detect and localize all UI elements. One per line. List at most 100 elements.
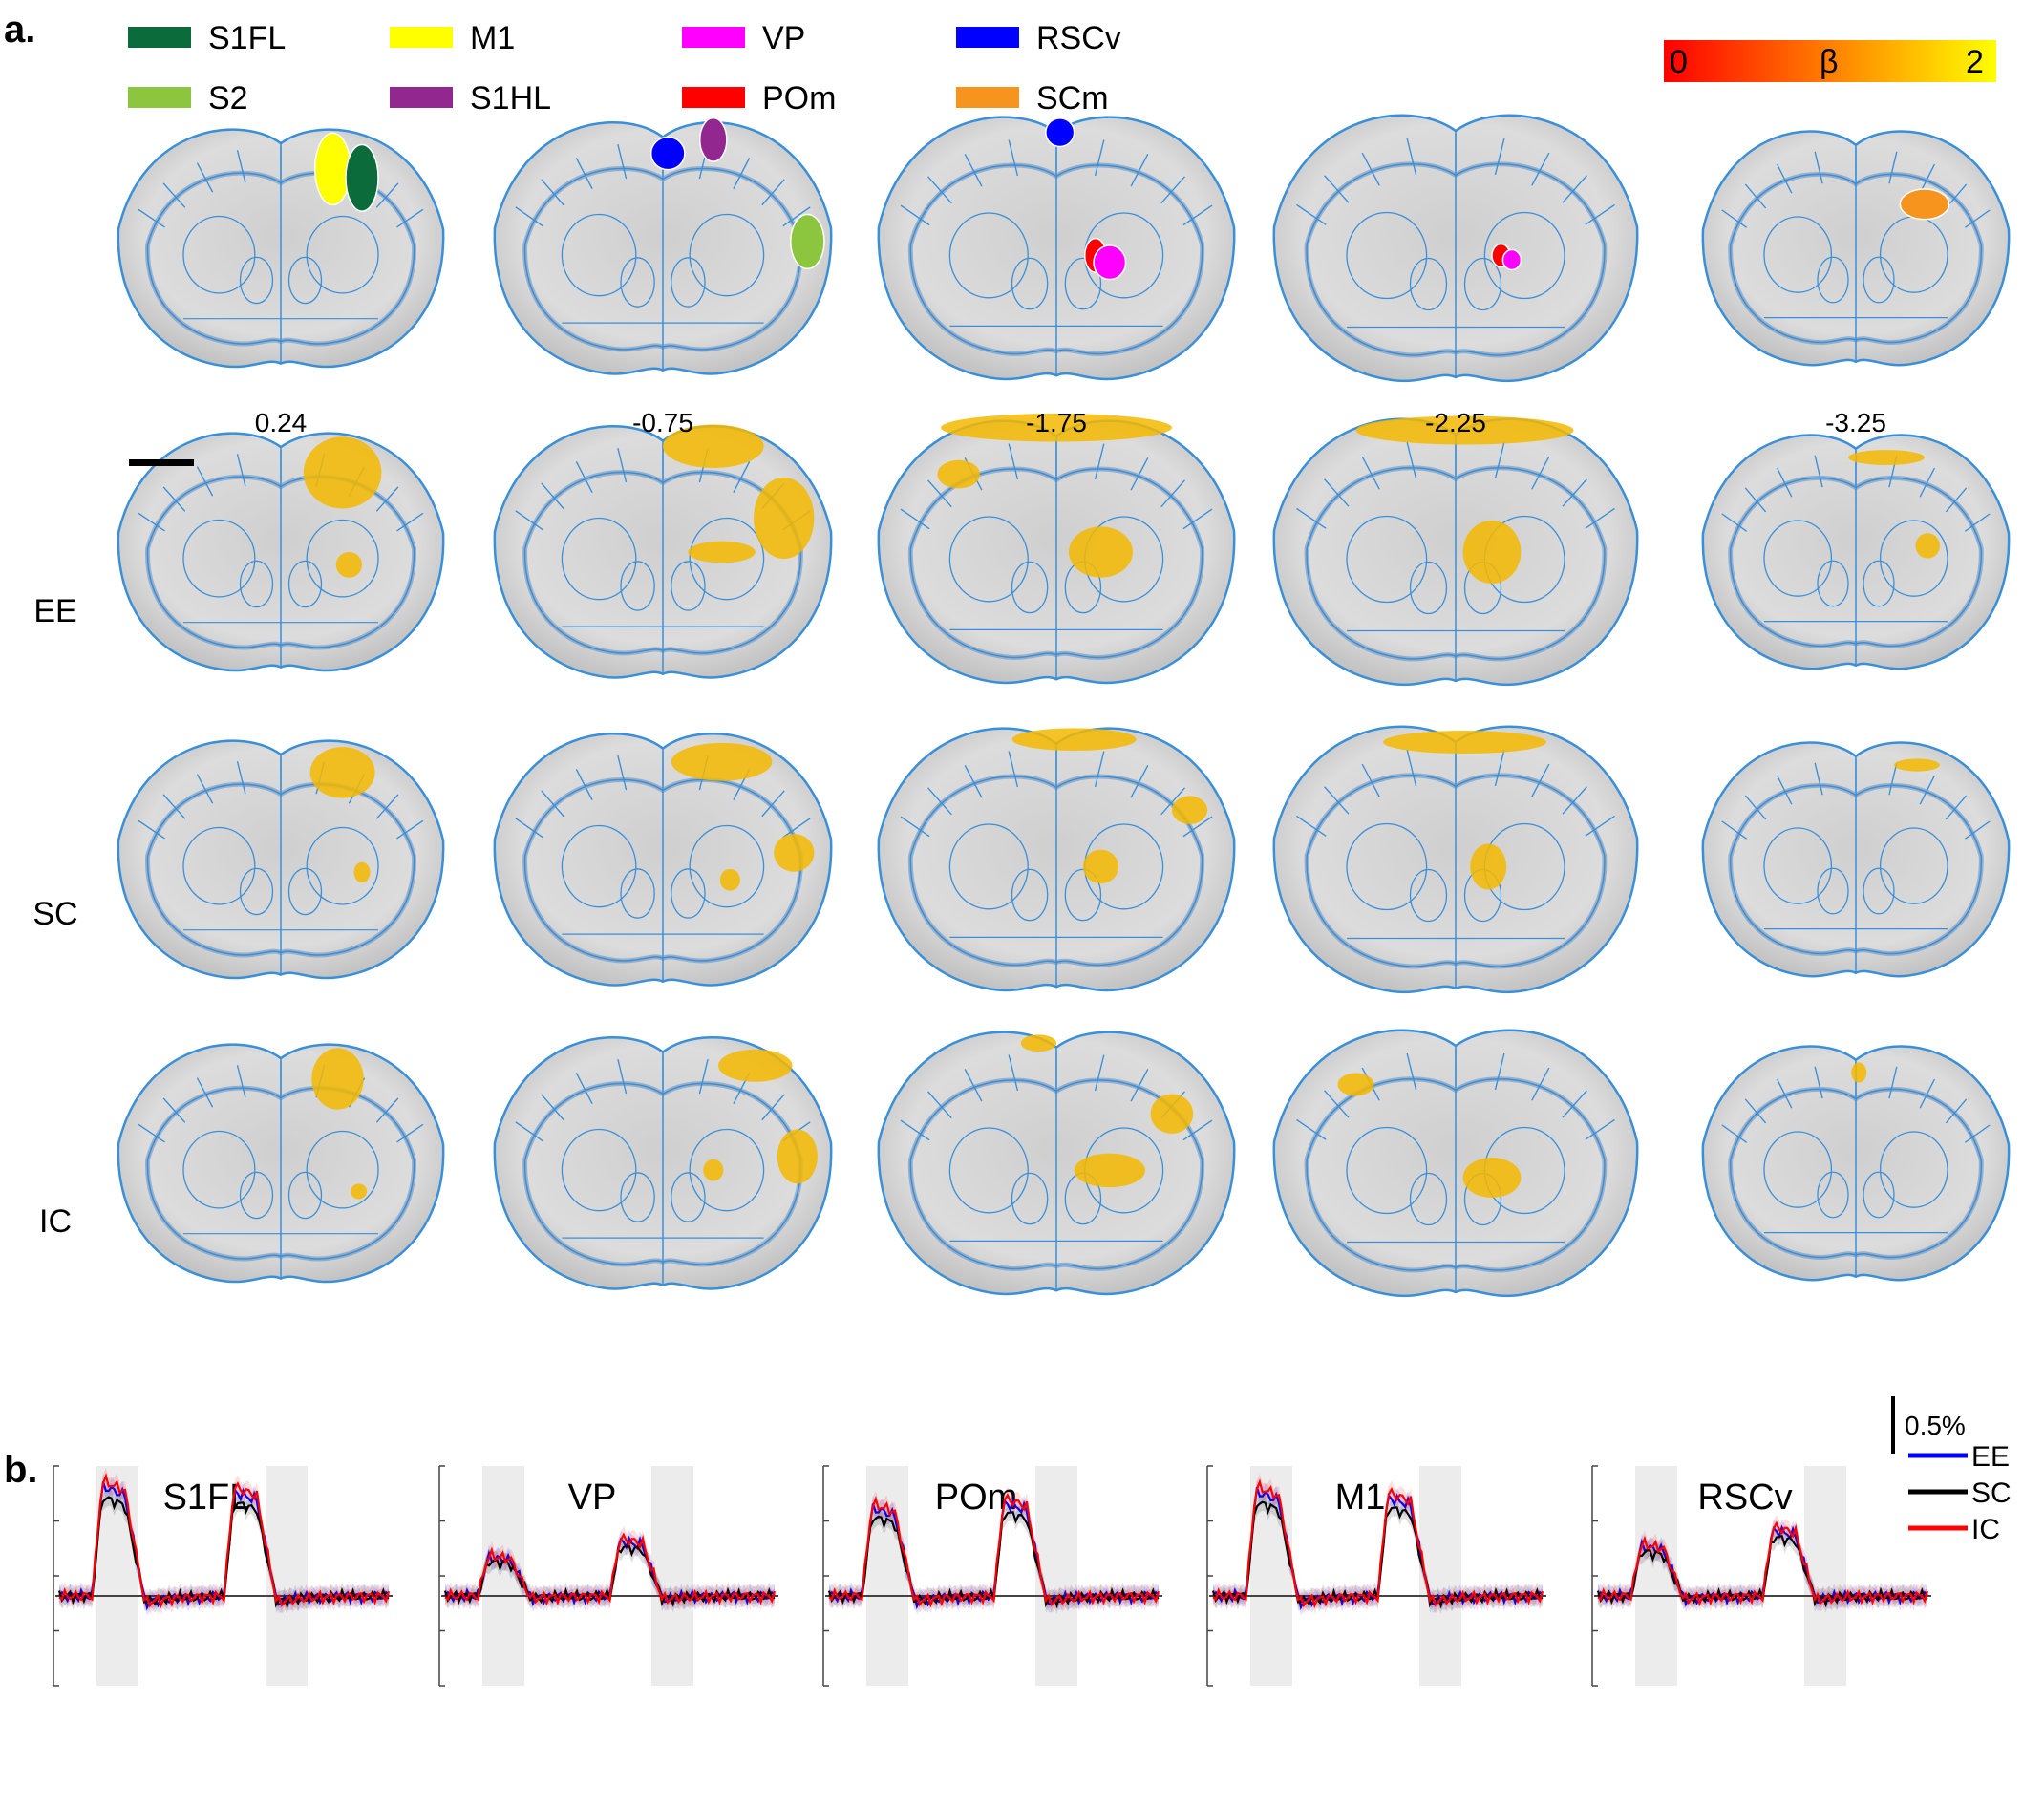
trace-region-title: M1 <box>1335 1477 1386 1518</box>
brain-section <box>1272 725 1639 994</box>
svg-text:IC: IC <box>1971 1514 2000 1545</box>
atlas-row <box>117 114 2011 383</box>
brain-section <box>877 1031 1236 1296</box>
brain-section <box>1272 1029 1639 1298</box>
activation-cluster <box>774 834 815 872</box>
colorbar-min-label: 0 <box>1670 44 1688 80</box>
activation-cluster <box>663 424 764 468</box>
legend-label: S2 <box>208 80 248 117</box>
activation-cluster <box>1171 796 1208 824</box>
condition-legend: EE SC IC <box>1908 1441 2012 1545</box>
brain-section <box>1701 741 2011 978</box>
activation-row-ic <box>117 1029 2011 1298</box>
legend-item-s1hl: S1HL <box>390 80 551 117</box>
region-scm <box>1899 188 1950 221</box>
region-s1fl <box>345 143 379 212</box>
stimulus-window <box>1419 1466 1461 1686</box>
region-vp <box>1501 248 1522 271</box>
legend-swatch <box>682 27 745 48</box>
brain-section <box>1272 415 1639 687</box>
brain-section <box>493 732 833 987</box>
brain-section-grid <box>117 114 2011 1298</box>
legend-label: S1FL <box>208 20 286 56</box>
legend-swatch <box>956 87 1019 108</box>
trace-plot-rscv: RSCv <box>1591 1465 1931 1687</box>
row-label-sc: SC <box>32 896 77 932</box>
region-rscv <box>1045 117 1075 148</box>
section-coord-2: -0.75 <box>632 408 693 437</box>
stimulus-window <box>1250 1466 1292 1686</box>
activation-cluster <box>351 1183 368 1200</box>
svg-text:SC: SC <box>1971 1477 2012 1509</box>
trace-line-ic <box>444 1532 777 1606</box>
brain-section <box>877 116 1236 381</box>
legend-swatch <box>128 27 191 48</box>
activation-cluster <box>937 459 981 489</box>
brain-section <box>1272 114 1639 383</box>
brain-section <box>117 1043 445 1284</box>
activation-cluster <box>1383 731 1546 754</box>
trace-region-title: VP <box>568 1477 617 1518</box>
legend-swatch <box>128 87 191 108</box>
trace-error-band <box>445 1525 775 1612</box>
stimulus-window <box>651 1466 693 1686</box>
activation-cluster <box>1851 1062 1867 1083</box>
activation-cluster <box>1150 1094 1194 1134</box>
brain-section <box>877 413 1236 685</box>
activation-cluster <box>1355 415 1574 445</box>
activation-cluster <box>353 861 371 883</box>
activation-cluster <box>777 1129 818 1184</box>
trace-error-band <box>1598 1515 1927 1612</box>
trace-region-title: S1FL <box>163 1477 250 1518</box>
activation-cluster <box>1462 521 1522 584</box>
activation-cluster <box>671 742 773 781</box>
legend-swatch <box>682 87 745 108</box>
brain-section <box>117 432 445 672</box>
condition-legend-ic: IC <box>1908 1514 2000 1545</box>
activation-cluster <box>688 541 756 563</box>
panel-b-label: b. <box>4 1449 38 1491</box>
panel-a-label: a. <box>4 9 35 51</box>
activation-cluster <box>719 868 740 891</box>
activation-cluster <box>1074 1153 1146 1188</box>
brain-section <box>1701 434 2011 670</box>
trace-plots: S1FL VP POm M1 RSCv <box>53 1465 1931 1687</box>
legend-item-m1: M1 <box>390 20 515 56</box>
brain-section <box>877 727 1236 992</box>
trace-region-title: RSCv <box>1697 1477 1792 1518</box>
colorbar-mid-label: β <box>1820 44 1839 80</box>
activation-cluster <box>1020 1034 1056 1052</box>
trace-line-ic <box>828 1493 1160 1608</box>
region-m1 <box>313 132 351 206</box>
activation-cluster <box>1462 1158 1522 1198</box>
region-vp <box>1093 244 1127 281</box>
stimulus-window <box>1804 1466 1846 1686</box>
legend-swatch <box>390 87 453 108</box>
legend-label: S1HL <box>470 80 551 117</box>
region-legend: S1FL S2 M1 S1HL VP POm RSCv SCm <box>128 20 1121 117</box>
legend-label: POm <box>762 80 836 117</box>
activation-cluster <box>1915 533 1940 559</box>
brain-section <box>1701 1045 2011 1282</box>
activation-cluster <box>718 1049 793 1082</box>
activation-cluster <box>754 477 815 560</box>
colorbar-max-label: 2 <box>1966 44 1984 80</box>
condition-legend-ee: EE <box>1908 1441 2010 1473</box>
legend-label: RSCv <box>1036 20 1121 56</box>
brain-section <box>117 128 445 369</box>
trace-error-band <box>829 1486 1159 1614</box>
activation-cluster <box>311 1048 364 1110</box>
section-coord-4: -2.25 <box>1425 408 1486 437</box>
trace-line-ic <box>1597 1520 1929 1607</box>
trace-plot-m1: M1 <box>1206 1465 1546 1687</box>
brain-section <box>493 424 833 679</box>
legend-item-rscv: RSCv <box>956 20 1121 56</box>
legend-item-pom: POm <box>682 80 836 117</box>
activation-cluster <box>1894 758 1940 772</box>
trace-plot-pom: POm <box>822 1465 1162 1687</box>
brain-section <box>117 739 445 980</box>
activation-cluster <box>303 436 382 509</box>
region-s1hl <box>698 117 728 162</box>
brain-section <box>1701 130 2011 367</box>
